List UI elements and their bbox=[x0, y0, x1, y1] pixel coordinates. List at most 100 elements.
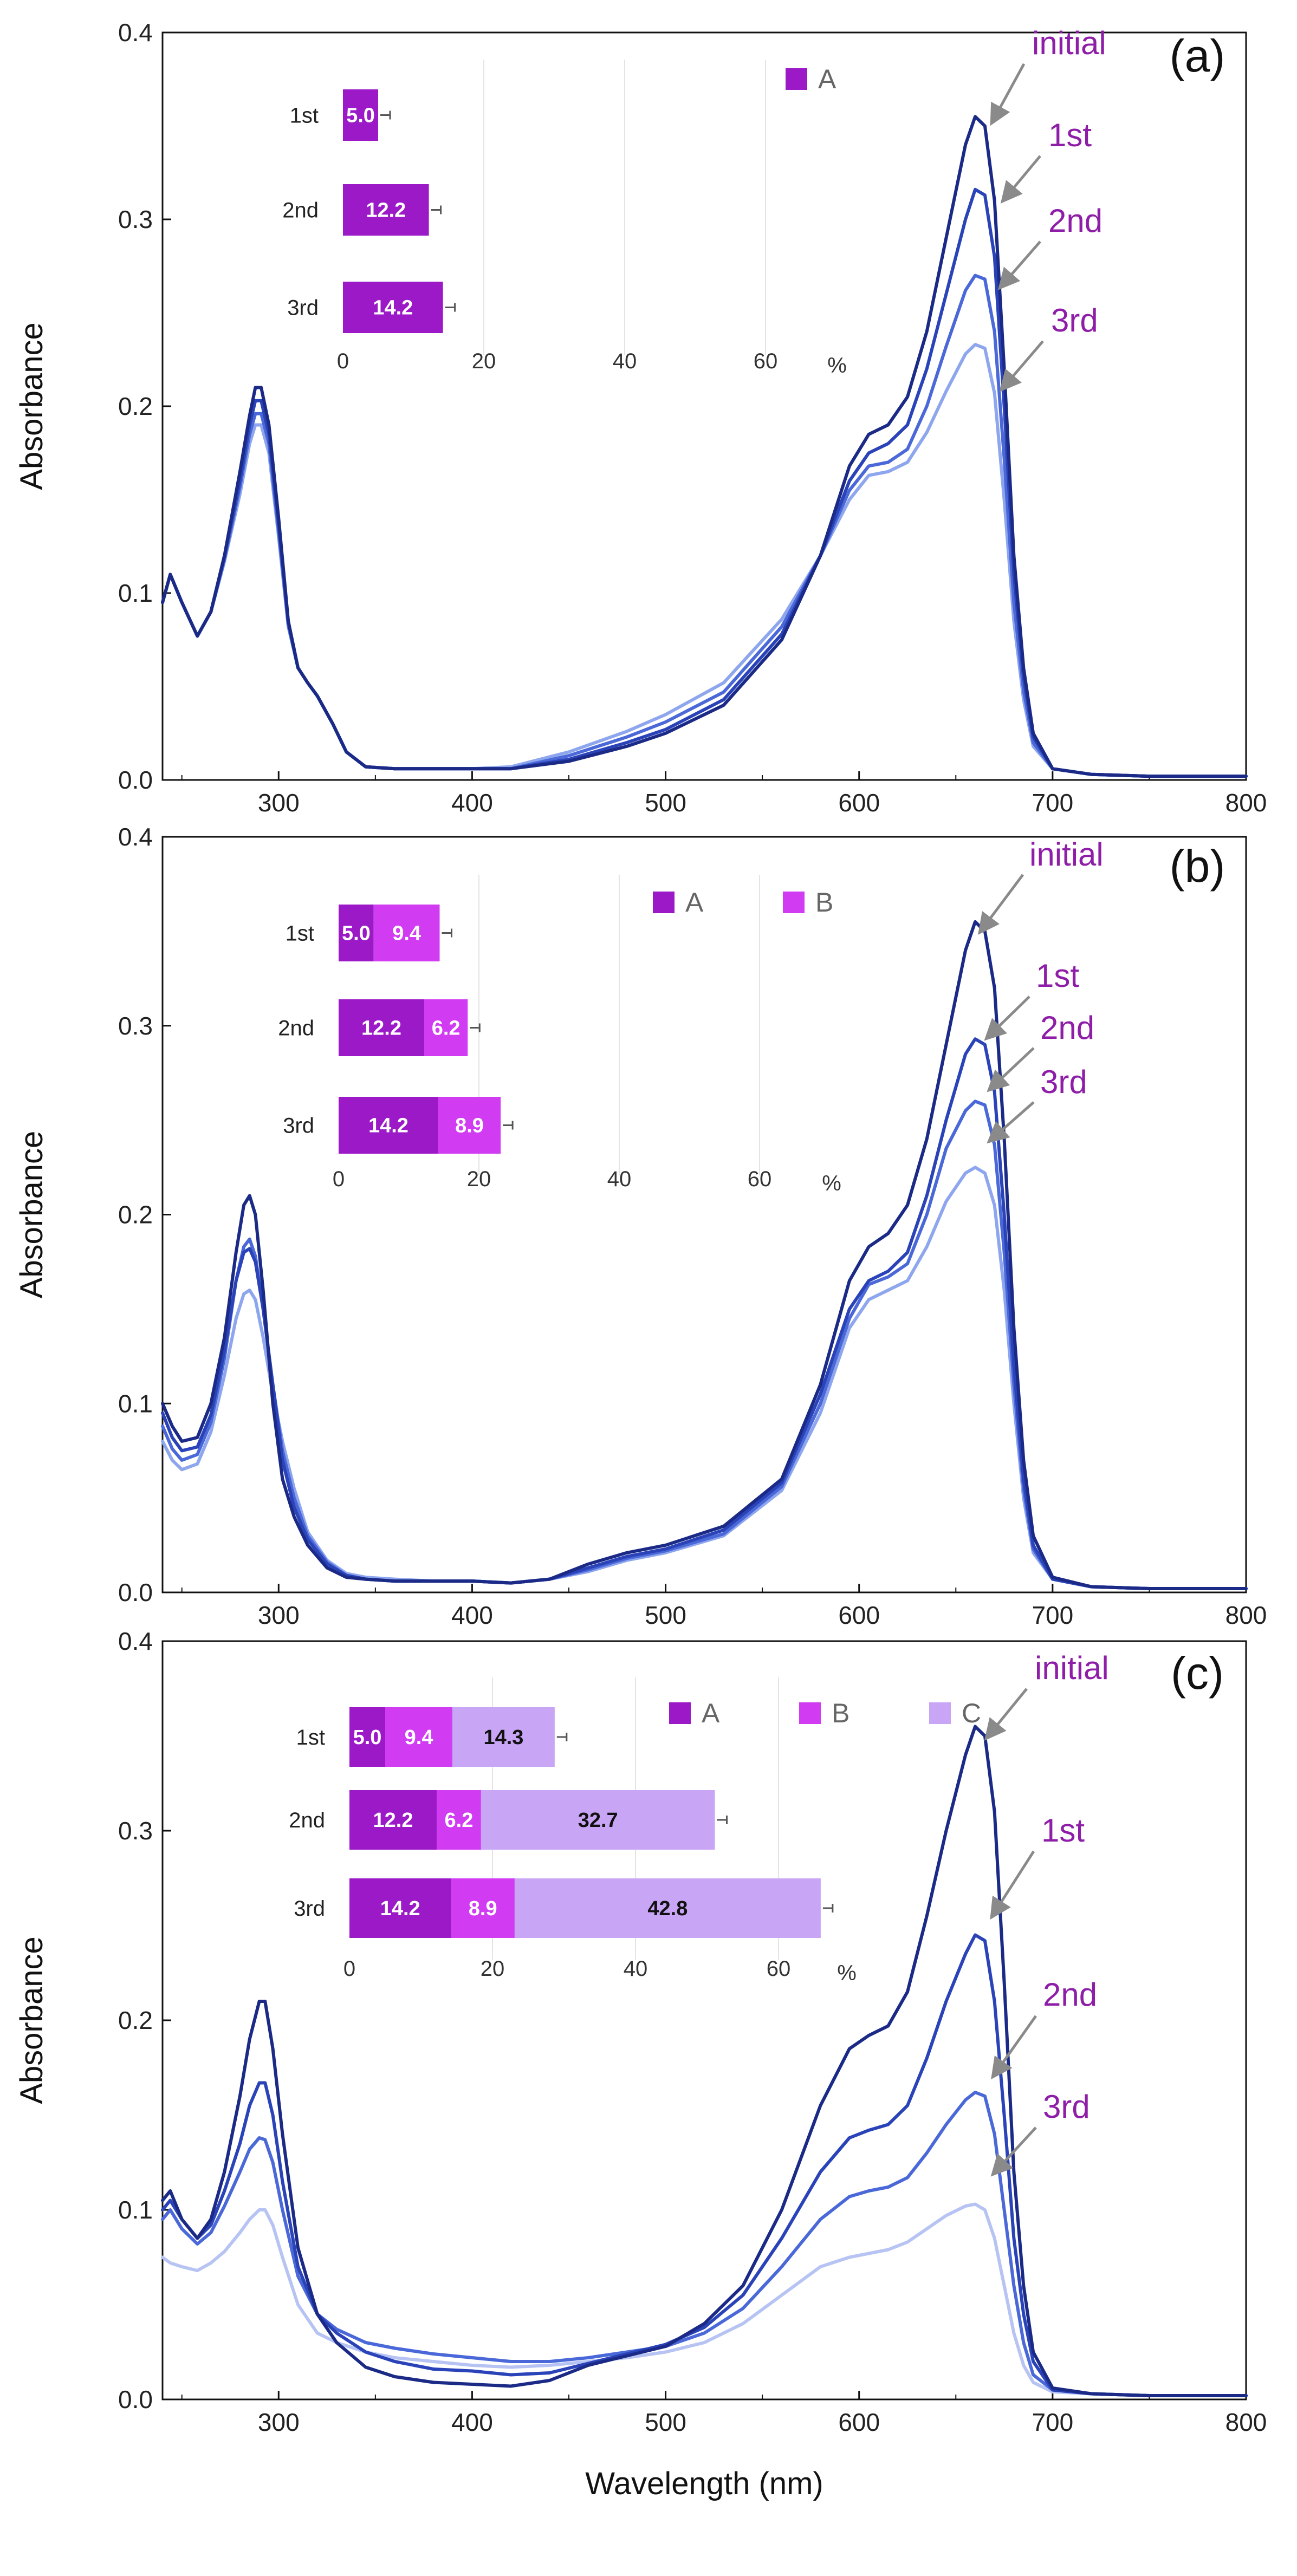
series-line-2nd bbox=[161, 274, 1248, 778]
inset-bar-segment-A bbox=[349, 1878, 451, 1938]
inset-bar-value-label: 12.2 bbox=[373, 1809, 413, 1832]
curve-label-2nd: 2nd bbox=[1043, 1976, 1097, 2013]
legend-label-A: A bbox=[702, 1698, 720, 1728]
x-tick-label: 600 bbox=[838, 1601, 880, 1629]
curve-label-2nd: 2nd bbox=[1040, 1010, 1094, 1046]
y-tick-label: 0.3 bbox=[118, 205, 153, 233]
inset-bar-value-label: 42.8 bbox=[647, 1897, 688, 1920]
series-line-2nd bbox=[161, 1100, 1248, 1590]
legend-swatch-A bbox=[669, 1702, 691, 1724]
inset-x-tick-label: 20 bbox=[481, 1957, 505, 1981]
y-tick-label: 0.3 bbox=[118, 1012, 153, 1040]
y-tick-label: 0.2 bbox=[118, 392, 153, 420]
x-tick-label: 600 bbox=[838, 789, 880, 817]
curve-arrow bbox=[990, 63, 1026, 126]
inset-category-label: 3rd bbox=[287, 296, 319, 320]
x-tick-label: 600 bbox=[838, 2408, 880, 2436]
inset-x-tick-label: 40 bbox=[624, 1957, 648, 1981]
curve-label-2nd: 2nd bbox=[1048, 203, 1103, 239]
curve-label-initial: initial bbox=[1032, 25, 1106, 61]
inset-category-label: 1st bbox=[296, 1726, 325, 1749]
legend-swatch-B bbox=[783, 892, 805, 913]
inset-x-tick-label: 0 bbox=[337, 349, 349, 373]
curve-arrow bbox=[984, 996, 1030, 1041]
x-tick-label: 700 bbox=[1032, 789, 1073, 817]
inset-bar-segment-B bbox=[424, 999, 468, 1056]
curve-label-3rd: 3rd bbox=[1043, 2089, 1090, 2125]
inset-category-label: 2nd bbox=[282, 199, 319, 223]
series-line-initial bbox=[161, 115, 1248, 778]
inset-category-label: 2nd bbox=[278, 1017, 314, 1040]
x-tick-label: 300 bbox=[258, 1601, 300, 1629]
inset-bar-value-label: 8.9 bbox=[455, 1115, 484, 1137]
inset-bar-segment-B bbox=[451, 1878, 515, 1938]
inset-bar-segment-A bbox=[339, 999, 424, 1056]
x-tick-label: 300 bbox=[258, 789, 300, 817]
inset-bar-chart: 0 20 40 60 % 1st 5.0 2nd 12.2 3rd 14.2 A bbox=[282, 60, 847, 378]
inset-bar-segment-A bbox=[349, 1790, 437, 1850]
y-tick-label: 0.0 bbox=[118, 2385, 153, 2414]
y-tick-label: 0.0 bbox=[118, 1578, 153, 1606]
curve-arrow bbox=[990, 1850, 1035, 1920]
curve-arrow bbox=[991, 2015, 1037, 2080]
inset-x-tick-label: 20 bbox=[467, 1167, 491, 1191]
inset-bar-chart: 0 20 40 60 % 1st 5.0 9.4 14.3 2nd 12.2 6.2 32.7 3rd 14… bbox=[289, 1677, 981, 1985]
x-tick-label: 700 bbox=[1032, 2408, 1073, 2436]
legend-swatch-A bbox=[786, 68, 807, 90]
legend-label-C: C bbox=[962, 1698, 981, 1728]
inset-category-label: 3rd bbox=[283, 1114, 314, 1138]
inset-x-tick-label: 0 bbox=[343, 1957, 355, 1981]
inset-bar-segment-C bbox=[481, 1790, 715, 1850]
inset-x-tick-label: 0 bbox=[333, 1167, 345, 1191]
y-tick-label: 0.2 bbox=[118, 1201, 153, 1229]
x-tick-label: 300 bbox=[258, 2408, 300, 2436]
inset-bar-value-label: 14.2 bbox=[380, 1897, 420, 1920]
legend-label-B: B bbox=[832, 1698, 849, 1728]
y-axis-title: Absorbance bbox=[14, 1936, 49, 2104]
y-tick-label: 0.2 bbox=[118, 2006, 153, 2034]
x-tick-label: 700 bbox=[1032, 1601, 1073, 1629]
inset-bar-value-label: 6.2 bbox=[445, 1809, 474, 1832]
panel-label: (b) bbox=[1170, 841, 1225, 892]
inset-category-label: 2nd bbox=[289, 1809, 325, 1832]
curve-arrow bbox=[1000, 155, 1041, 204]
x-tick-label: 500 bbox=[645, 789, 686, 817]
inset-category-label: 1st bbox=[286, 922, 314, 946]
inset-bar-value-label: 5.0 bbox=[342, 922, 371, 945]
inset-bar-segment-A bbox=[349, 1707, 385, 1767]
plot-frame bbox=[161, 836, 1247, 1593]
inset-bar-value-label: 12.2 bbox=[366, 199, 406, 222]
curve-arrow bbox=[987, 1101, 1035, 1144]
inset-bar-segment-A bbox=[343, 282, 443, 333]
inset-bar-segment-A bbox=[339, 905, 374, 961]
series-line-2nd bbox=[161, 2091, 1248, 2397]
inset-x-tick-label: 40 bbox=[613, 349, 637, 373]
curve-label-1st: 1st bbox=[1048, 117, 1092, 153]
inset-x-tick-label: 60 bbox=[767, 1957, 791, 1981]
legend-label-B: B bbox=[815, 887, 833, 918]
inset-bar-segment-A bbox=[343, 89, 378, 141]
curve-arrow bbox=[999, 340, 1044, 392]
panel-label: (c) bbox=[1171, 1648, 1224, 1699]
inset-x-tick-label: 60 bbox=[754, 349, 778, 373]
curve-arrow bbox=[990, 2126, 1037, 2177]
y-axis-title: Absorbance bbox=[14, 1131, 49, 1299]
plot-frame bbox=[161, 1640, 1247, 2401]
inset-bar-value-label: 6.2 bbox=[432, 1017, 461, 1040]
inset-x-tick-label: 40 bbox=[607, 1167, 632, 1191]
inset-unit-label: % bbox=[822, 1172, 841, 1195]
curve-arrow bbox=[987, 1047, 1035, 1092]
x-tick-label: 800 bbox=[1225, 1601, 1267, 1629]
legend-label-A: A bbox=[685, 887, 704, 918]
curve-label-1st: 1st bbox=[1041, 1812, 1085, 1849]
y-tick-label: 0.1 bbox=[118, 579, 153, 607]
inset-bar-value-label: 8.9 bbox=[469, 1897, 497, 1920]
inset-x-tick-label: 20 bbox=[472, 349, 496, 373]
inset-category-label: 1st bbox=[290, 104, 319, 128]
x-tick-label: 400 bbox=[451, 789, 493, 817]
inset-bar-segment-B bbox=[437, 1790, 481, 1850]
